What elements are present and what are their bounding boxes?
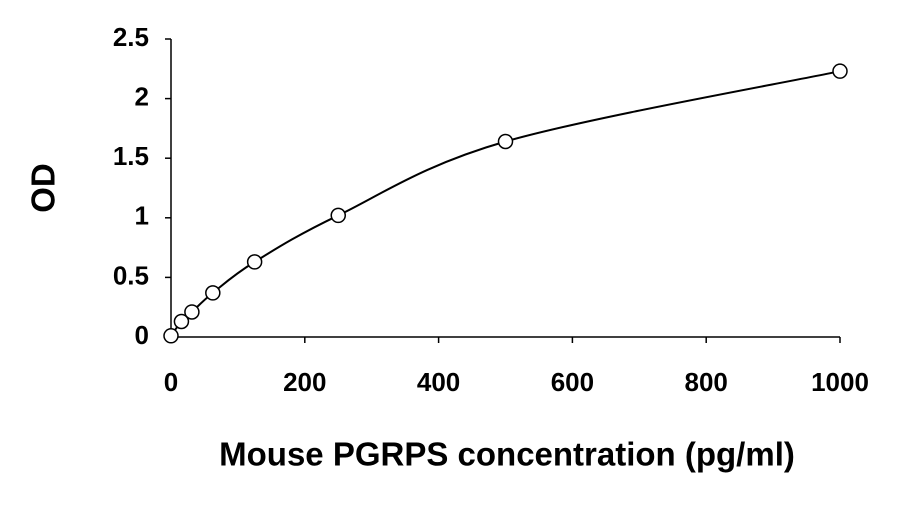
y-tick-label: 0: [135, 320, 149, 350]
x-tick-label: 600: [551, 367, 594, 397]
y-tick-label: 1: [135, 201, 149, 231]
data-point: [832, 63, 848, 79]
data-point: [184, 304, 200, 320]
data-point: [173, 313, 190, 330]
data-point: [330, 207, 346, 224]
x-tick-label: 400: [417, 367, 460, 397]
data-point: [246, 254, 263, 270]
y-tick-label: 2.5: [113, 22, 149, 52]
data-point: [205, 285, 221, 301]
y-tick-label: 1.5: [113, 141, 149, 171]
y-tick-label: 0.5: [113, 260, 149, 290]
x-tick-label: 200: [283, 367, 326, 397]
x-tick-label: 800: [685, 367, 728, 397]
data-point: [163, 328, 179, 344]
y-tick-label: 2: [135, 81, 149, 111]
x-tick-label: 1000: [811, 367, 869, 397]
data-point: [497, 133, 514, 150]
y-axis-title: OD: [25, 163, 62, 213]
fit-line: [170, 70, 841, 337]
x-tick-label: 0: [164, 367, 178, 397]
x-axis-title: Mouse PGRPS concentration (pg/ml): [219, 436, 795, 473]
